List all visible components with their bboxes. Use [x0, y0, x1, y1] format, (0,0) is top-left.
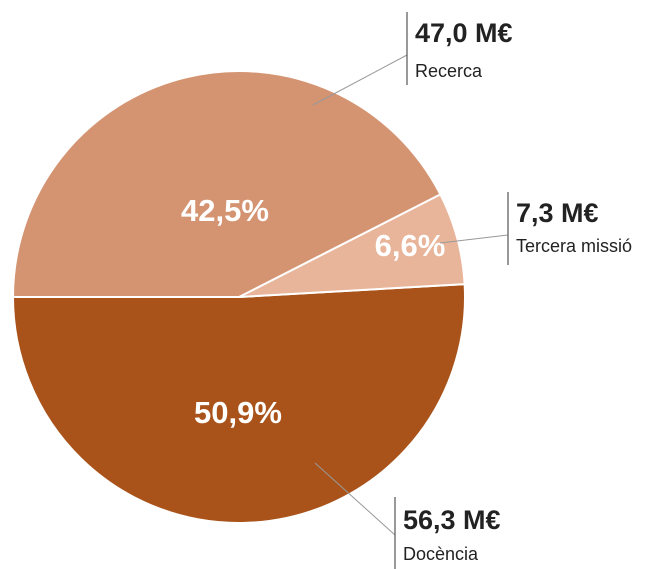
leader-line	[439, 234, 509, 244]
percentage-label: 50,9%	[194, 395, 282, 430]
amount-label: 56,3 M€	[403, 505, 501, 535]
category-label: Recerca	[415, 61, 483, 81]
percentage-label: 42,5%	[181, 193, 269, 228]
category-label: Tercera missió	[516, 236, 632, 256]
pie-slice	[11, 70, 442, 298]
pie-slice	[11, 283, 466, 524]
amount-label: 7,3 M€	[516, 198, 599, 228]
leader-line	[314, 462, 396, 536]
amount-label: 47,0 M€	[415, 18, 513, 48]
leader-line	[312, 54, 408, 106]
category-label: Docència	[403, 544, 479, 564]
percentage-label: 6,6%	[375, 228, 446, 263]
